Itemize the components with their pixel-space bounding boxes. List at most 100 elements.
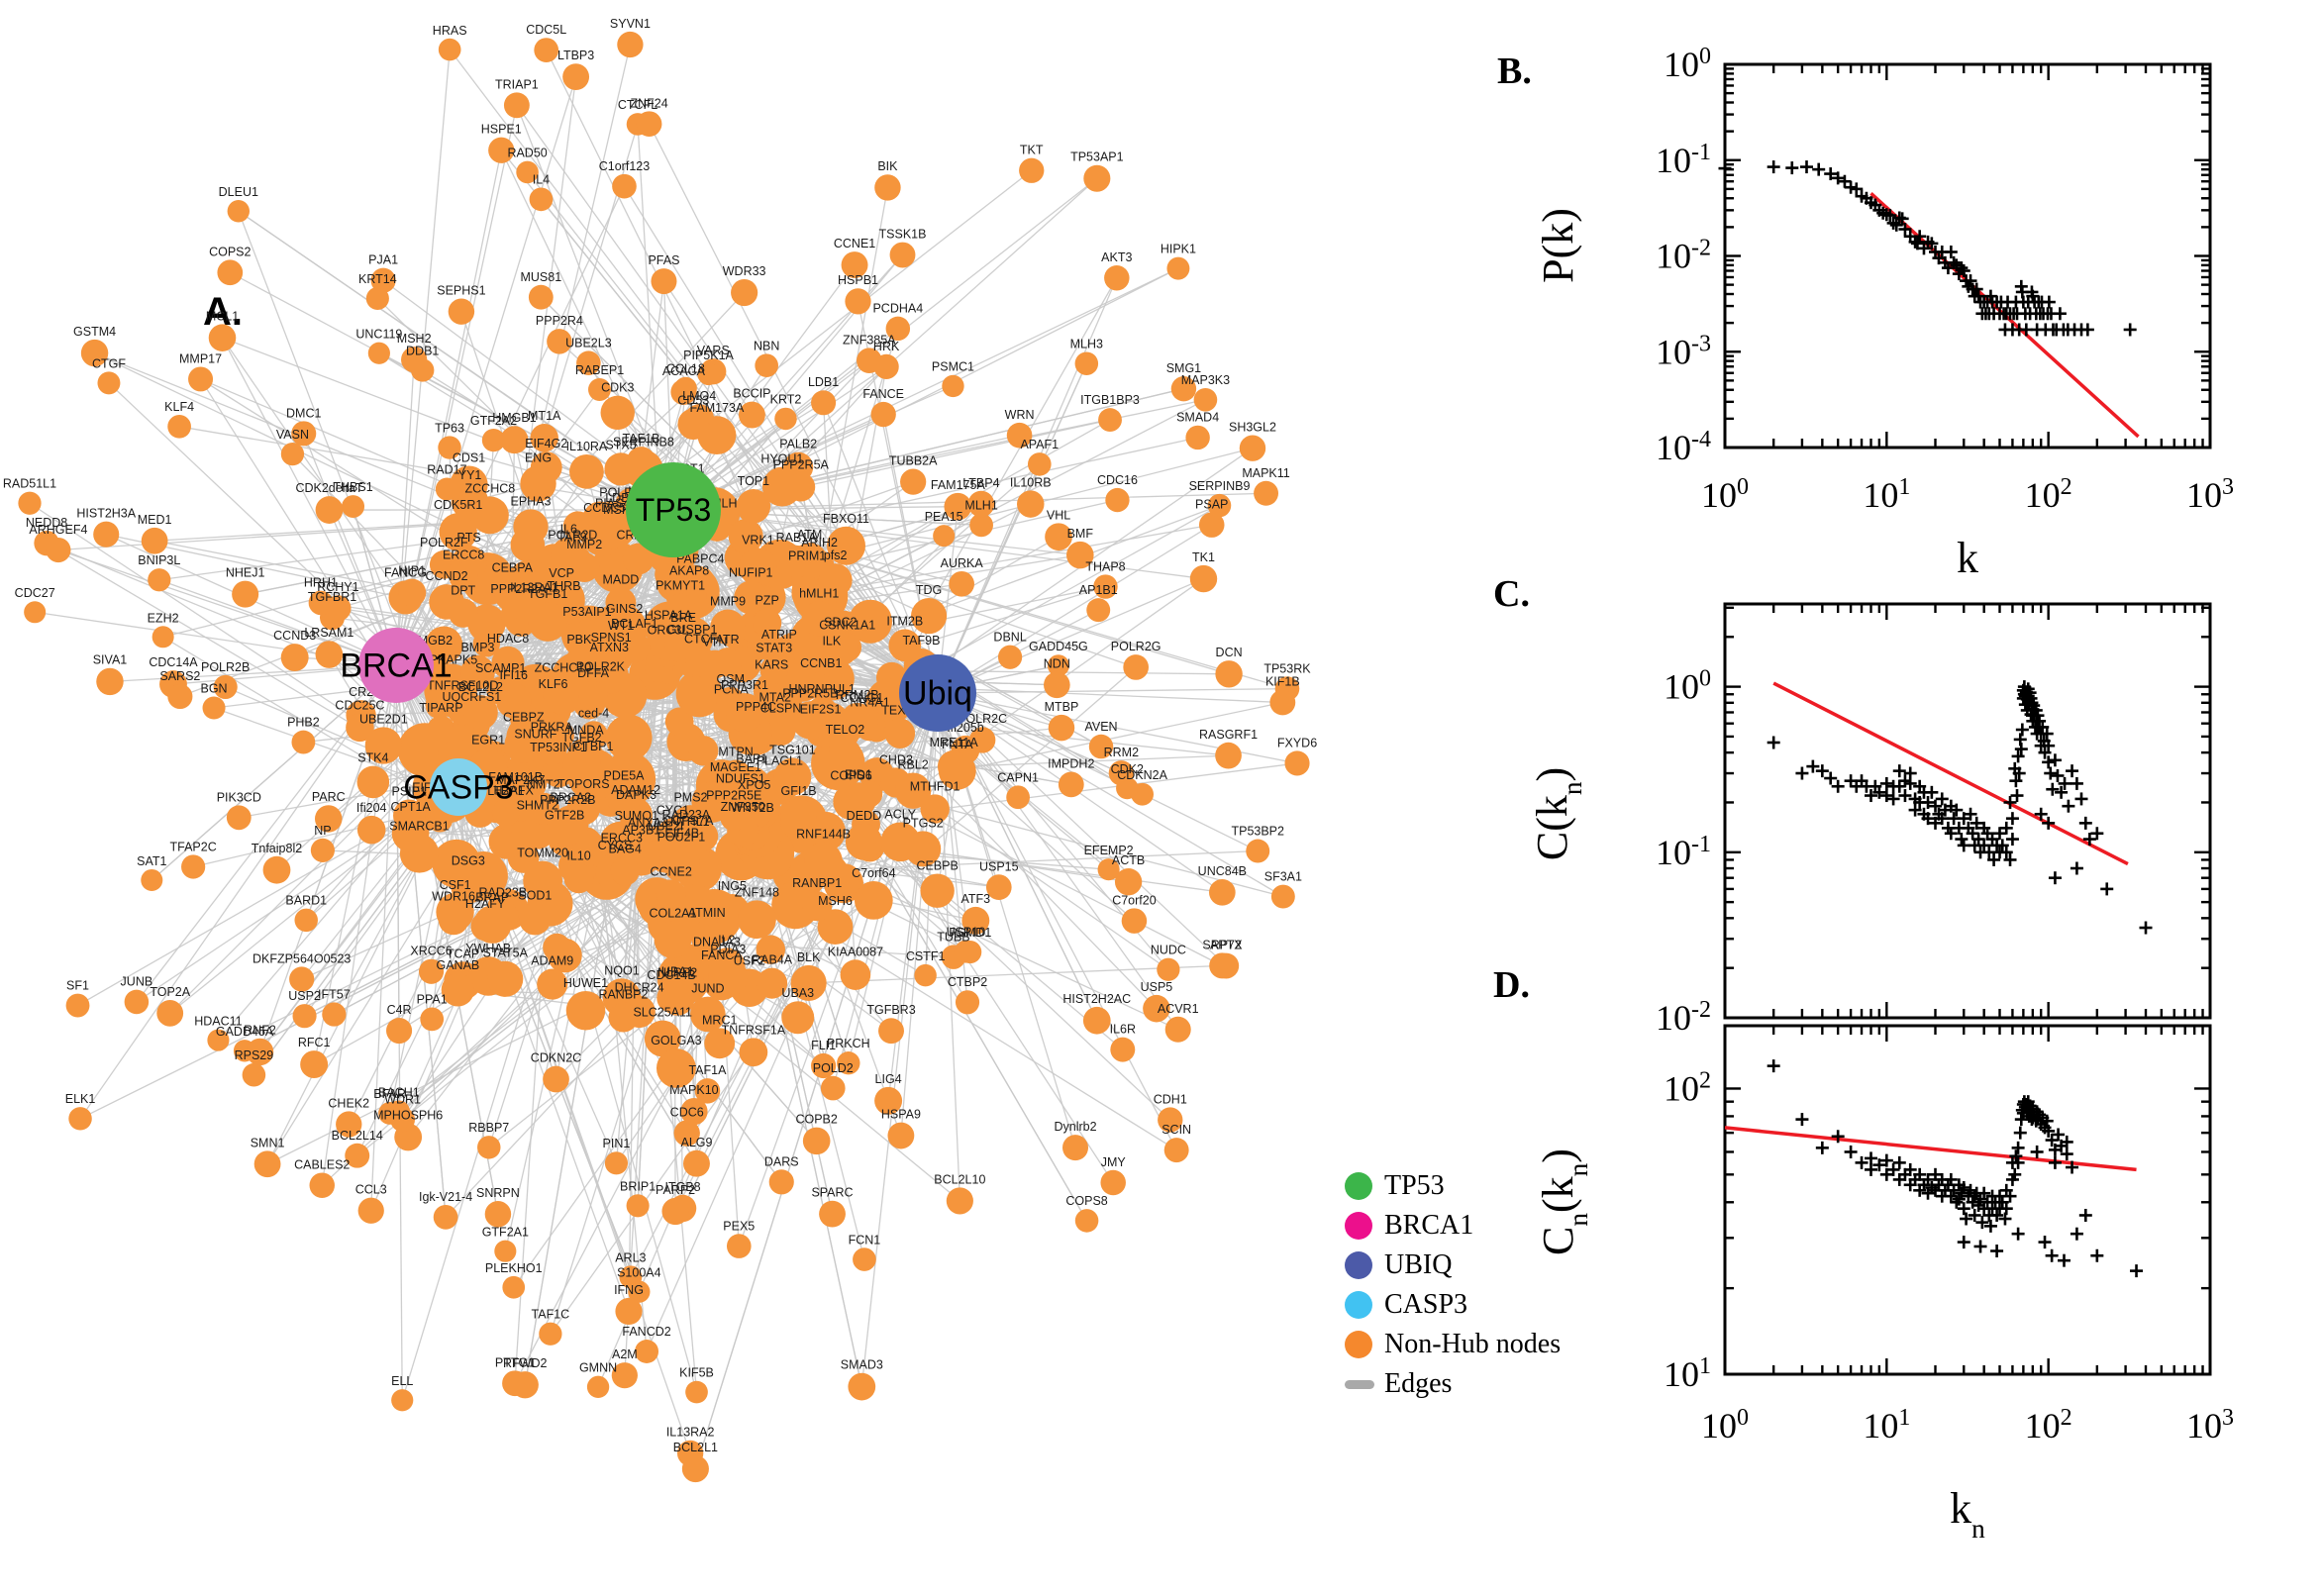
network-node	[726, 1234, 752, 1258]
tick-label: 10-3	[1656, 331, 1711, 371]
network-node	[848, 599, 893, 644]
network-node	[1170, 375, 1197, 402]
legend-item-label: UBIQ	[1384, 1249, 1453, 1280]
network-node	[93, 521, 120, 548]
tick-label: 101	[1664, 1353, 1711, 1394]
panel-d-label: D.	[1493, 964, 1530, 1006]
plot-frame	[1723, 602, 2212, 1020]
network-edge	[449, 49, 939, 694]
network-node	[391, 1389, 414, 1412]
network-node	[829, 738, 861, 770]
network-node	[232, 580, 259, 608]
panel-b-label: B.	[1497, 50, 1532, 92]
network-node	[687, 735, 719, 766]
network-edge	[395, 664, 400, 1032]
network-node	[528, 284, 554, 310]
network-edge	[537, 831, 623, 998]
network-edge	[937, 692, 1259, 852]
network-edge	[937, 577, 1204, 694]
network-edge	[79, 664, 397, 1120]
legend-item-label: TP53	[1384, 1170, 1445, 1201]
tick-label: 10-1	[1656, 832, 1711, 872]
network-node	[870, 401, 896, 428]
network-node	[181, 854, 206, 879]
network-edge	[672, 177, 1098, 511]
network-node	[572, 620, 602, 648]
network-edge	[109, 664, 397, 683]
network-node	[213, 674, 238, 700]
tick-label: 10-2	[1656, 236, 1711, 276]
network-node	[1198, 512, 1225, 538]
network-node	[874, 1086, 903, 1115]
network-node	[543, 933, 571, 962]
tick-label: 102	[2025, 1405, 2072, 1446]
network-edge	[808, 964, 1223, 984]
legend-item-label: CASP3	[1384, 1289, 1468, 1320]
axis-title: k	[1957, 534, 1978, 582]
network-node	[1123, 654, 1149, 680]
network-node	[944, 492, 972, 521]
network-node	[756, 935, 786, 964]
tick-label: 10-2	[1656, 997, 1711, 1038]
panel-c-label: C.	[1493, 573, 1530, 615]
node-swatch-icon	[1345, 1331, 1372, 1358]
network-edge	[937, 524, 1213, 694]
network-node	[738, 401, 765, 429]
network-edge	[179, 426, 674, 511]
network-legend: TP53 BRCA1 UBIQ CASP3 Non-Hub nodes Edges	[1345, 1166, 1561, 1404]
network-node	[18, 491, 42, 515]
network-node	[504, 725, 544, 764]
network-edge	[694, 692, 939, 1469]
network-node	[801, 601, 837, 637]
node-swatch-icon	[1345, 1172, 1372, 1200]
legend-item-label: Non-Hub nodes	[1384, 1329, 1562, 1359]
network-node	[738, 900, 776, 940]
network-edge	[937, 692, 1177, 1150]
tick-label: 100	[1664, 666, 1711, 707]
network-node	[80, 339, 109, 367]
network-edge	[672, 264, 856, 511]
tick-label: 103	[2186, 474, 2234, 515]
network-node	[427, 715, 455, 745]
network-node	[955, 990, 980, 1015]
legend-item: Non-Hub nodes	[1345, 1325, 1561, 1364]
legend-item-label: BRCA1	[1384, 1210, 1474, 1241]
network-node	[1093, 574, 1118, 599]
network-node	[626, 1194, 650, 1218]
tick-label: 100	[1701, 1405, 1749, 1446]
network-edge	[937, 692, 971, 952]
network-node	[655, 559, 685, 590]
network-node	[1074, 351, 1099, 375]
network-node	[433, 1204, 458, 1230]
network-node	[811, 1052, 837, 1079]
node-swatch-icon	[1345, 1212, 1372, 1240]
network-node	[811, 390, 837, 416]
plot-D: 100 101 102 103 102 101	[1664, 1024, 2234, 1446]
tick-label: 100	[1664, 44, 1711, 84]
legend-item: TP53	[1345, 1166, 1561, 1206]
tick-label: 101	[1863, 474, 1910, 515]
legend-item: CASP3	[1345, 1285, 1561, 1325]
network-nodes	[18, 31, 1310, 1483]
network-node	[1048, 714, 1075, 742]
network-edge	[937, 277, 1118, 694]
network-edge	[599, 388, 939, 694]
network-node	[481, 429, 506, 452]
network-edge	[672, 388, 1184, 511]
plot-frame	[1723, 62, 2212, 449]
tick-label: 10-1	[1656, 140, 1711, 180]
network-node	[1082, 1006, 1111, 1035]
network-node	[914, 963, 937, 987]
axis-title: C(kn)	[1528, 767, 1587, 860]
network-node	[739, 548, 777, 586]
network-edge	[937, 692, 1284, 898]
network-edge	[957, 701, 1283, 772]
node-swatch-icon	[1345, 1291, 1372, 1319]
network-node	[141, 527, 168, 554]
network-node	[449, 562, 478, 592]
legend-item: BRCA1	[1345, 1206, 1561, 1246]
network-node	[488, 824, 525, 859]
network-node	[356, 815, 386, 845]
network-node	[494, 1240, 517, 1262]
